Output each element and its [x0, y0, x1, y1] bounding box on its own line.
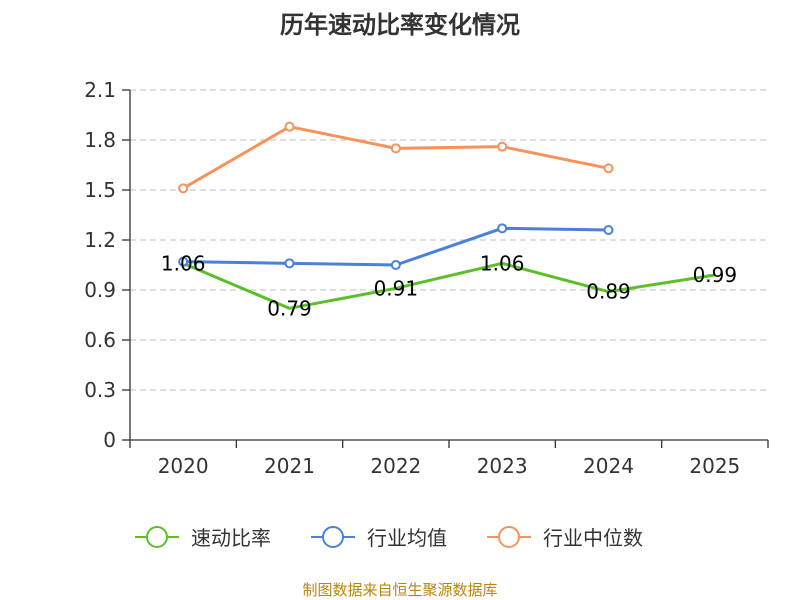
data-label: 0.79	[267, 296, 312, 320]
x-tick-label: 2021	[264, 454, 315, 478]
series-group	[178, 121, 716, 310]
y-axis: 0 0.3 0.6 0.9 1.2 1.5 1.8 2.1	[84, 78, 131, 452]
series-line	[182, 261, 716, 310]
x-tick-label: 2022	[370, 454, 421, 478]
source-note: 制图数据来自恒生聚源数据库	[302, 581, 497, 599]
data-labels: 1.06 0.79 0.91 1.06 0.89 0.99	[161, 251, 737, 320]
y-tick-label: 1.8	[84, 128, 116, 152]
y-tick-label: 0.3	[84, 378, 116, 402]
data-point	[497, 141, 508, 152]
x-tick-label: 2024	[583, 454, 634, 478]
grid-lines	[130, 89, 768, 391]
x-tick-label: 2025	[689, 454, 740, 478]
data-label: 0.89	[586, 280, 631, 304]
legend-label: 行业均值	[367, 526, 447, 550]
data-label: 1.06	[480, 251, 525, 275]
data-point	[603, 225, 614, 235]
legend-item[interactable]: 行业中位数	[487, 526, 643, 550]
data-point	[497, 223, 508, 234]
y-tick-label: 2.1	[84, 78, 116, 102]
data-point	[178, 256, 189, 267]
data-point	[178, 183, 189, 194]
legend[interactable]: 速动比率 行业均值 行业中位数	[135, 526, 643, 550]
data-point	[390, 260, 401, 270]
legend-marker	[322, 526, 344, 548]
data-point	[284, 121, 295, 132]
legend-marker	[146, 526, 168, 548]
x-tick-label: 2023	[477, 454, 528, 478]
series-line	[182, 125, 609, 190]
legend-item[interactable]: 速动比率	[135, 526, 271, 550]
series-line	[183, 226, 609, 267]
legend-label: 速动比率	[191, 526, 271, 550]
legend-marker	[498, 526, 520, 548]
y-tick-label: 0.9	[84, 278, 116, 302]
y-tick-label: 0	[103, 428, 116, 452]
y-tick-label: 0.6	[84, 328, 116, 352]
data-label: 1.06	[161, 251, 206, 275]
legend-label: 行业中位数	[543, 526, 643, 550]
y-tick-label: 1.5	[84, 178, 116, 202]
x-axis: 2020 2021 2022 2023 2024 2025	[129, 439, 769, 478]
x-tick-label: 2020	[158, 454, 209, 478]
legend-item[interactable]: 行业均值	[311, 526, 447, 550]
chart-title: 历年速动比率变化情况	[280, 11, 520, 39]
data-point	[603, 163, 614, 174]
y-tick-label: 1.2	[84, 228, 116, 252]
data-point	[390, 143, 401, 154]
data-label: 0.99	[693, 263, 738, 287]
data-point	[284, 258, 295, 269]
data-label: 0.91	[374, 276, 419, 300]
